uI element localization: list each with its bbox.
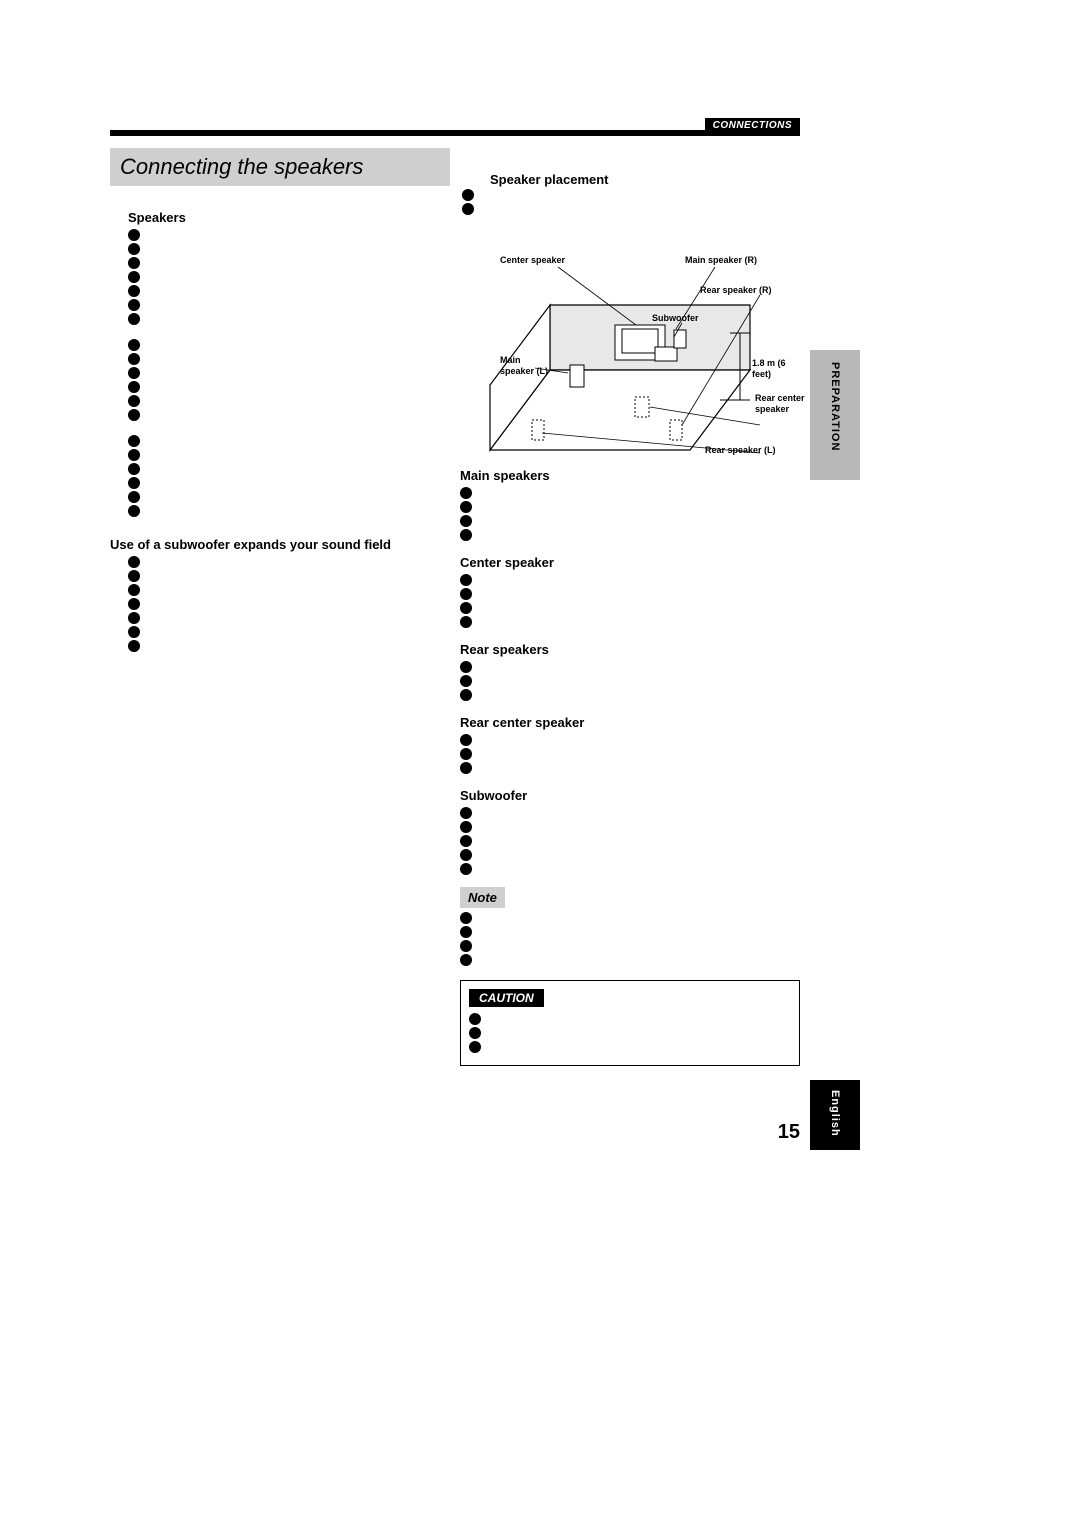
bullet	[128, 395, 140, 407]
speaker-placement-heading: Speaker placement	[490, 172, 800, 187]
bullet	[128, 449, 140, 461]
bullet	[128, 409, 140, 421]
rear-speakers-heading: Rear speakers	[460, 642, 800, 657]
left-subwoofer-bullets	[128, 556, 450, 652]
rear-speakers-bullets	[460, 661, 800, 701]
page-number: 15	[778, 1121, 800, 1144]
speakers-heading: Speakers	[128, 210, 450, 225]
rear-center-bullets	[460, 734, 800, 774]
diagram-label-center: Center speaker	[500, 255, 565, 266]
bullet	[460, 835, 472, 847]
bullet	[460, 616, 472, 628]
bullet	[128, 367, 140, 379]
main-speakers-bullets	[460, 487, 800, 541]
diagram-label-main-l: Main speaker (L)	[500, 355, 548, 377]
left-bullet-group-3	[128, 435, 450, 517]
left-bullet-group-2	[128, 339, 450, 421]
caution-bullets	[469, 1013, 791, 1053]
left-bullet-group-1	[128, 229, 450, 325]
bullet	[462, 203, 474, 215]
subwoofer-bullets-right	[460, 807, 800, 875]
bullet	[460, 734, 472, 746]
bullet	[460, 661, 472, 673]
bullet	[469, 1027, 481, 1039]
center-speaker-bullets	[460, 574, 800, 628]
bullet	[128, 626, 140, 638]
bullet	[460, 487, 472, 499]
bullet	[128, 257, 140, 269]
side-tab-english: English	[810, 1080, 860, 1150]
section-title: Connecting the speakers	[110, 148, 450, 186]
bullet	[128, 612, 140, 624]
bullet	[460, 529, 472, 541]
bullet	[128, 477, 140, 489]
diagram-label-main-r: Main speaker (R)	[685, 255, 757, 266]
bullet	[469, 1041, 481, 1053]
main-speakers-heading: Main speakers	[460, 468, 800, 483]
center-speaker-heading: Center speaker	[460, 555, 800, 570]
bullet	[128, 598, 140, 610]
caution-box: CAUTION	[460, 980, 800, 1066]
bullet	[128, 353, 140, 365]
bullet	[128, 313, 140, 325]
bullet	[128, 285, 140, 297]
speaker-diagram: Center speaker Main speaker (R) Rear spe…	[460, 225, 800, 460]
bullet	[460, 762, 472, 774]
bullet	[128, 463, 140, 475]
bullet	[460, 821, 472, 833]
top-bar	[110, 130, 800, 136]
bullet	[460, 602, 472, 614]
side-tab-english-label: English	[829, 1090, 841, 1137]
bullet	[128, 339, 140, 351]
bullet	[128, 435, 140, 447]
bullet	[460, 807, 472, 819]
diagram-label-rear-r: Rear speaker (R)	[700, 285, 772, 296]
subwoofer-heading-right: Subwoofer	[460, 788, 800, 803]
left-column: Speakers	[110, 186, 450, 1066]
bullet	[128, 243, 140, 255]
bullet	[128, 229, 140, 241]
bullet	[460, 954, 472, 966]
note-label: Note	[460, 887, 505, 908]
bullet	[460, 849, 472, 861]
bullet	[460, 940, 472, 952]
bullet	[460, 748, 472, 760]
bullet	[128, 584, 140, 596]
right-column: Speaker placement	[460, 200, 800, 1066]
bullet	[460, 501, 472, 513]
bullet	[460, 588, 472, 600]
bullet	[460, 863, 472, 875]
bullet	[460, 574, 472, 586]
diagram-label-distance: 1.8 m (6 feet)	[752, 358, 800, 380]
bullet	[460, 515, 472, 527]
placement-bullets	[462, 189, 800, 215]
subwoofer-heading: Use of a subwoofer expands your sound fi…	[110, 537, 450, 552]
bullet	[128, 505, 140, 517]
bullet	[462, 189, 474, 201]
bullet	[460, 926, 472, 938]
columns: Speakers	[110, 186, 800, 1066]
bullet	[128, 299, 140, 311]
bullet	[460, 912, 472, 924]
header-tag: CONNECTIONS	[705, 118, 800, 133]
diagram-label-subwoofer: Subwoofer	[652, 313, 699, 324]
diagram-label-rear-l: Rear speaker (L)	[705, 445, 776, 456]
bullet	[460, 689, 472, 701]
bullet	[128, 271, 140, 283]
side-tab-preparation-label: PREPARATION	[829, 362, 841, 451]
bullet	[128, 491, 140, 503]
side-tab-preparation: PREPARATION	[810, 350, 860, 480]
bullet	[128, 570, 140, 582]
bullet	[460, 675, 472, 687]
bullet	[128, 381, 140, 393]
bullet	[128, 640, 140, 652]
diagram-label-rear-center: Rear center speaker	[755, 393, 805, 415]
bullet	[469, 1013, 481, 1025]
bullet	[128, 556, 140, 568]
caution-label: CAUTION	[469, 989, 544, 1007]
note-bullets	[460, 912, 800, 966]
rear-center-heading: Rear center speaker	[460, 715, 800, 730]
page-content: CONNECTIONS Connecting the speakers Spea…	[110, 130, 800, 1066]
